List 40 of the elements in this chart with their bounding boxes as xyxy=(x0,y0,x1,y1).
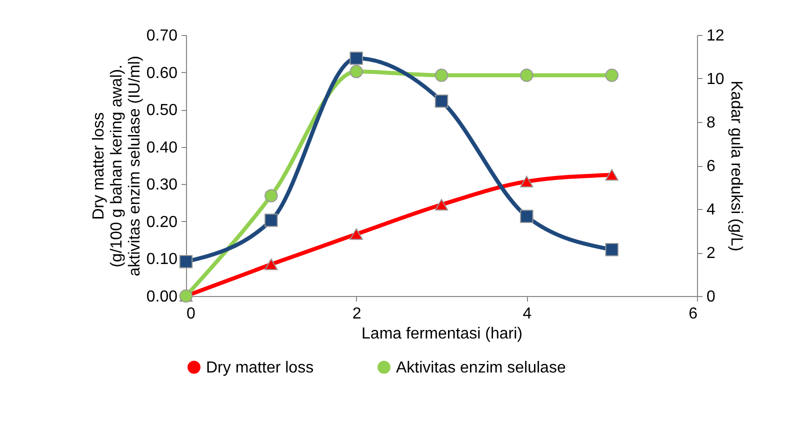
x-tick-label: 6 xyxy=(688,306,698,322)
point xyxy=(264,258,278,270)
y2-axis-title: Kadar gula reduksi (g/L) xyxy=(727,80,744,252)
y-tick-label: 0.70 xyxy=(146,28,178,44)
legend-label: Dry matter loss xyxy=(206,359,314,376)
y2-tick-label: 6 xyxy=(706,158,716,175)
point xyxy=(605,243,618,256)
y-tick-label: 0.30 xyxy=(146,176,178,194)
point xyxy=(350,52,363,65)
point xyxy=(434,68,448,82)
y2-tick-label: 4 xyxy=(706,202,716,218)
x-tick-label: 2 xyxy=(352,306,362,322)
y2-tick-label: 10 xyxy=(706,71,724,88)
y2-tick-label: 0 xyxy=(706,288,716,306)
point xyxy=(520,176,534,188)
x-axis-title: Lama fermentasi (hari) xyxy=(362,326,522,342)
point xyxy=(350,228,363,240)
point xyxy=(434,198,448,210)
y-tick-label: 0.40 xyxy=(146,139,178,156)
y-axis-title: Dry matter loss (g/100 g bahan kering awal). aktivitas enzim selulase (IU/ml) xyxy=(90,56,144,276)
point xyxy=(264,189,278,202)
point xyxy=(605,68,618,82)
point xyxy=(434,94,448,108)
y2-tick-label: 12 xyxy=(706,28,724,44)
y-tick-label: 0.10 xyxy=(146,251,178,268)
legend-label: Aktivitas enzim selulase xyxy=(396,359,566,376)
x-tick-label: 0 xyxy=(186,306,196,322)
y2-tick-label: 8 xyxy=(706,114,716,132)
y2-tick-label: 2 xyxy=(706,245,716,262)
x-tick-label: 4 xyxy=(522,306,532,322)
point xyxy=(605,169,618,181)
point xyxy=(350,64,363,78)
y-tick-label: 0.60 xyxy=(146,64,178,82)
y-tick-label: 0.00 xyxy=(146,288,178,306)
y-tick-label: 0.50 xyxy=(146,102,178,120)
point xyxy=(179,255,193,268)
point xyxy=(520,68,534,82)
y-tick-label: 0.20 xyxy=(146,214,178,231)
point xyxy=(520,210,534,224)
point xyxy=(264,214,278,227)
